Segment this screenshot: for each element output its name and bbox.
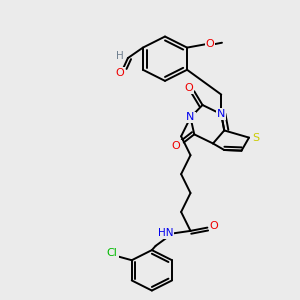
Text: O: O: [115, 68, 124, 78]
Text: Cl: Cl: [107, 248, 118, 258]
Text: O: O: [210, 221, 218, 231]
Text: HN: HN: [158, 228, 173, 238]
Text: H: H: [116, 51, 124, 62]
Text: O: O: [172, 141, 181, 151]
Text: O: O: [184, 83, 194, 93]
Text: O: O: [206, 39, 214, 49]
Text: N: N: [217, 109, 225, 119]
Text: N: N: [186, 112, 195, 122]
Text: S: S: [252, 133, 259, 142]
